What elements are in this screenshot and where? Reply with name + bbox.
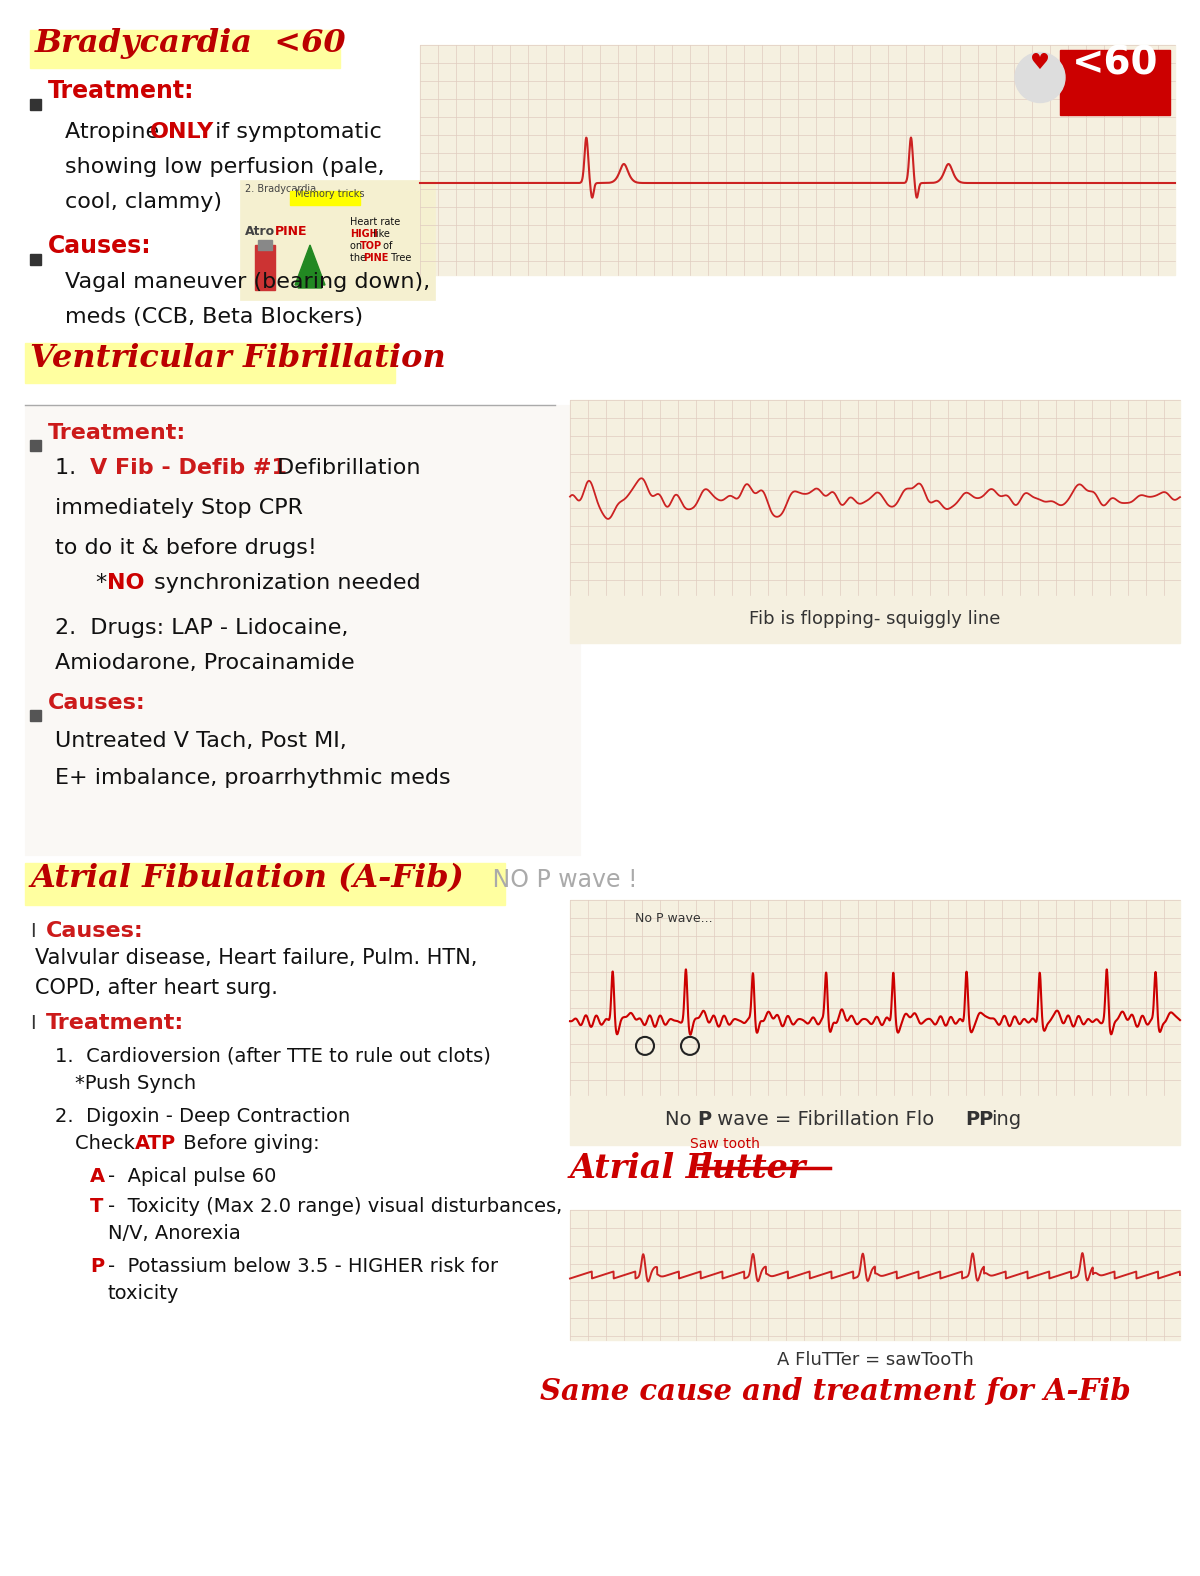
Bar [570,1210,1180,1340]
Text: Causes:: Causes: [48,233,151,258]
Text: Before giving:: Before giving: [178,1135,319,1154]
Text: -  Toxicity (Max 2.0 range) visual disturbances,: - Toxicity (Max 2.0 range) visual distur… [108,1198,563,1217]
Text: PP: PP [965,1110,994,1128]
Bar [256,244,275,290]
Polygon shape [295,244,325,285]
Bar [25,864,505,905]
Text: E+ imbalance, proarrhythmic meds: E+ imbalance, proarrhythmic meds [55,768,451,788]
Text: toxicity: toxicity [108,1284,179,1303]
Text: PINE: PINE [364,254,389,263]
Text: 2. Bradycardia: 2. Bradycardia [245,184,316,194]
Bar [30,30,340,68]
Text: ing: ing [991,1110,1021,1128]
Bar [30,711,41,720]
Bar [570,900,1180,1095]
Text: <60: <60 [1072,44,1158,82]
Text: if symptomatic: if symptomatic [208,121,382,142]
Text: Atrial F: Atrial F [570,1152,710,1185]
Text: Saw tooth: Saw tooth [690,1136,760,1150]
Text: -  Potassium below 3.5 - HIGHER risk for: - Potassium below 3.5 - HIGHER risk for [108,1258,498,1277]
Text: immediately Stop CPR: immediately Stop CPR [55,498,302,519]
Text: P: P [697,1110,712,1128]
Text: N/V, Anorexia: N/V, Anorexia [108,1225,241,1243]
Text: 1.  Cardioversion (after TTE to rule out clots): 1. Cardioversion (after TTE to rule out … [55,1046,491,1065]
Text: the: the [350,254,370,263]
Text: I: I [30,1013,36,1032]
Bar [420,46,1175,274]
Text: Ventricular Fibrillation: Ventricular Fibrillation [30,344,445,374]
Text: on: on [350,241,365,251]
Text: 2.  Digoxin - Deep Contraction: 2. Digoxin - Deep Contraction [55,1106,350,1125]
Text: Atro: Atro [245,225,275,238]
Text: Vagal maneuver (bearing down),: Vagal maneuver (bearing down), [65,273,430,292]
Text: meds (CCB, Beta Blockers): meds (CCB, Beta Blockers) [65,307,364,326]
Bar [25,344,395,383]
Text: Memory tricks: Memory tricks [295,189,365,199]
Text: PINE: PINE [275,225,307,238]
Polygon shape [298,262,322,288]
Text: NO P wave !: NO P wave ! [485,868,637,892]
Text: Check: Check [74,1135,142,1154]
Text: showing low perfusion (pale,: showing low perfusion (pale, [65,158,384,177]
Text: ♥: ♥ [1030,52,1050,72]
Bar [290,191,360,205]
Bar [258,240,272,251]
Text: synchronization needed: synchronization needed [148,574,421,593]
Bar [570,400,1180,596]
Text: TOP: TOP [360,241,382,251]
Text: Treatment:: Treatment: [46,1013,185,1032]
Text: T: T [90,1198,103,1217]
Text: Defibrillation: Defibrillation [270,459,420,478]
Text: 2.  Drugs: LAP - Lidocaine,: 2. Drugs: LAP - Lidocaine, [55,618,348,638]
Text: Valvular disease, Heart failure, Pulm. HTN,: Valvular disease, Heart failure, Pulm. H… [35,949,478,968]
Text: I: I [30,922,36,941]
Text: *Push Synch: *Push Synch [74,1073,196,1094]
Bar [30,440,41,451]
Text: No P wave...: No P wave... [635,913,713,925]
Bar [30,254,41,265]
Text: of: of [380,241,392,251]
Bar [240,180,436,299]
Text: Treatment:: Treatment: [48,422,186,443]
Bar [1060,50,1170,115]
Text: like: like [370,229,390,240]
Text: Atropine: Atropine [65,121,167,142]
Text: NO: NO [107,574,144,593]
Text: Untreated V Tach, Post MI,: Untreated V Tach, Post MI, [55,731,347,752]
Text: wave = Fibrillation Flo: wave = Fibrillation Flo [710,1110,935,1128]
Circle shape [1015,52,1066,102]
Text: ONLY: ONLY [150,121,215,142]
Text: lutter: lutter [700,1152,806,1185]
Bar [30,99,41,110]
Text: No: No [665,1110,697,1128]
Text: cool, clammy): cool, clammy) [65,192,222,213]
Bar [570,596,1180,643]
Bar [25,405,580,856]
Text: A: A [90,1166,106,1187]
Text: -  Apical pulse 60: - Apical pulse 60 [108,1166,276,1187]
Text: P: P [90,1258,104,1277]
Text: *: * [95,574,107,593]
Text: Tree: Tree [388,254,412,263]
Text: ATP: ATP [134,1135,176,1154]
Text: HIGH: HIGH [350,229,378,240]
Text: COPD, after heart surg.: COPD, after heart surg. [35,979,278,998]
Text: Causes:: Causes: [46,920,144,941]
Bar [570,1095,1180,1146]
Text: Fib is flopping- squiggly line: Fib is flopping- squiggly line [749,610,1001,627]
Text: V Fib - Defib #1: V Fib - Defib #1 [90,459,287,478]
Text: Atrial Fibulation (A-Fib): Atrial Fibulation (A-Fib) [30,864,463,894]
Text: Causes:: Causes: [48,693,145,712]
Text: Same cause and treatment for A-Fib: Same cause and treatment for A-Fib [540,1377,1130,1406]
Text: to do it & before drugs!: to do it & before drugs! [55,537,317,558]
Text: A FluTTer = sawTooTh: A FluTTer = sawTooTh [776,1351,973,1370]
Text: Heart rate: Heart rate [350,217,401,227]
Text: Treatment:: Treatment: [48,79,194,102]
Text: Bradycardia  <60: Bradycardia <60 [35,28,347,58]
Text: 1.: 1. [55,459,90,478]
Text: Amiodarone, Procainamide: Amiodarone, Procainamide [55,652,355,673]
